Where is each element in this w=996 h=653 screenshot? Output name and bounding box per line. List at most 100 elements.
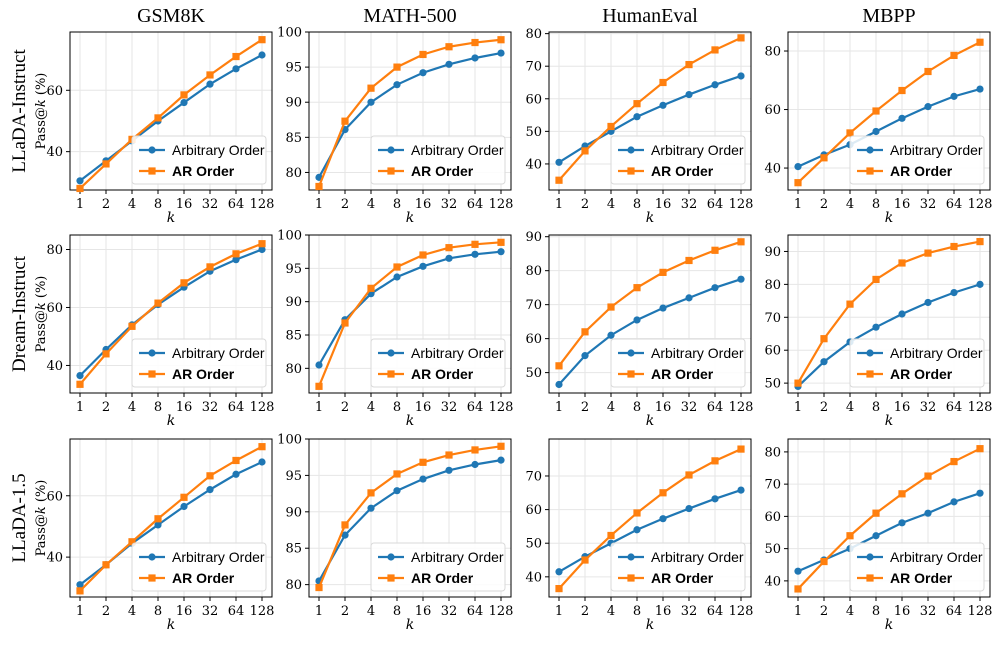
- x-tick-label: 1: [76, 197, 84, 212]
- series-line-arbitrary-order: [318, 51, 502, 178]
- data-point: [846, 300, 854, 308]
- data-point: [950, 51, 958, 60]
- x-tick-label: 64: [467, 400, 484, 415]
- data-point: [206, 486, 214, 494]
- data-point: [581, 352, 589, 360]
- data-point: [898, 519, 906, 527]
- data-point: [258, 245, 266, 254]
- plot-frame: [308, 438, 512, 598]
- data-point: [820, 358, 828, 366]
- x-tick-label: 8: [393, 604, 401, 619]
- data-point: [633, 526, 641, 534]
- y-tick-label: 70: [525, 298, 542, 313]
- legend-label: Arbitrary Order: [651, 142, 744, 158]
- data-point: [180, 98, 188, 107]
- x-tick-label: 128: [250, 400, 275, 415]
- y-tick-label: 50: [525, 125, 542, 140]
- data-point: [393, 81, 401, 89]
- x-axis-label: k: [167, 617, 175, 633]
- x-tick-label: 1: [315, 400, 323, 415]
- data-point: [148, 349, 156, 357]
- data-point: [976, 237, 984, 246]
- x-tick-label: 64: [946, 604, 963, 619]
- y-tick-label: 50: [764, 377, 781, 392]
- legend-label: AR Order: [890, 366, 953, 382]
- column-title: MBPP: [862, 5, 915, 27]
- y-axis-label-part: (%): [34, 480, 49, 507]
- data-point: [555, 568, 563, 576]
- y-tick-label: 100: [277, 433, 302, 448]
- x-tick-label: 8: [154, 400, 162, 415]
- data-point: [497, 238, 505, 246]
- x-tick-label: 1: [555, 197, 563, 212]
- x-tick-label: 4: [367, 400, 375, 415]
- plot-frame: [308, 234, 512, 394]
- data-point: [419, 458, 427, 466]
- data-point: [685, 471, 693, 479]
- x-tick-label: 32: [202, 400, 219, 415]
- x-tick-label: 32: [920, 400, 937, 415]
- data-point: [315, 382, 323, 390]
- y-tick-label: 60: [46, 84, 63, 99]
- x-axis-label: k: [646, 617, 654, 633]
- legend-box: [131, 338, 267, 388]
- data-point: [950, 457, 958, 466]
- x-tick-label: 2: [581, 604, 589, 619]
- x-axis-label: k: [167, 413, 175, 429]
- subplot: 1 2 4 8 16 32 64 128 40 60 k Arbitrary Order AR Orde…: [46, 31, 274, 226]
- data-point: [154, 299, 162, 307]
- x-tick-label: 1: [794, 197, 802, 212]
- legend: Arbitrary Order AR Order: [131, 338, 267, 388]
- data-point: [367, 504, 375, 512]
- data-point: [976, 280, 984, 288]
- x-tick-label: 64: [228, 604, 245, 619]
- data-point: [154, 515, 162, 523]
- data-point: [232, 256, 240, 264]
- y-axis-label-part: Pass@: [34, 310, 49, 352]
- legend-box: [849, 542, 985, 592]
- x-axis-label: k: [885, 210, 893, 226]
- data-point: [607, 331, 615, 339]
- subplot: 1 2 4 8 16 32 64 128 80 85 90 95 100 k Arbitrary Order…: [277, 433, 513, 634]
- legend: Arbitrary Order AR Order: [610, 338, 746, 388]
- x-tick-label: 4: [607, 197, 615, 212]
- data-point: [471, 446, 479, 454]
- series-line-ar-order: [79, 445, 263, 592]
- legend-box: [370, 135, 506, 185]
- data-point: [872, 275, 880, 284]
- legend: Arbitrary Order AR Order: [610, 135, 746, 185]
- y-axis-label-part: k: [34, 506, 49, 514]
- data-point: [872, 127, 880, 136]
- data-point: [633, 284, 641, 292]
- data-point: [924, 298, 932, 307]
- y-tick-label: 40: [764, 162, 781, 177]
- data-point: [924, 103, 932, 111]
- legend-label: AR Order: [651, 570, 714, 586]
- series-line-arbitrary-order: [558, 489, 742, 573]
- x-tick-label: 2: [102, 604, 110, 619]
- x-tick-label: 2: [820, 400, 828, 415]
- data-point: [950, 289, 958, 297]
- y-tick-label: 40: [764, 574, 781, 589]
- plot-frame: [69, 31, 273, 191]
- x-tick-label: 16: [894, 197, 911, 212]
- plot-frame: [308, 31, 512, 191]
- data-point: [737, 34, 745, 42]
- legend-label: AR Order: [411, 570, 474, 586]
- y-tick-label: 40: [46, 551, 63, 566]
- data-point: [872, 509, 880, 517]
- series-line-arbitrary-order: [318, 250, 502, 366]
- legend-box: [849, 338, 985, 388]
- subplot: 1 2 4 8 16 32 64 128 40 60 80 k Arbitrary Order AR Or…: [46, 234, 275, 429]
- data-point: [387, 370, 395, 378]
- plot-frame: [548, 234, 752, 394]
- data-point: [497, 36, 505, 44]
- legend-label: AR Order: [172, 163, 235, 179]
- data-point: [976, 489, 984, 497]
- y-tick-label: 60: [46, 301, 63, 316]
- x-tick-label: 2: [102, 197, 110, 212]
- data-point: [976, 445, 984, 453]
- data-point: [180, 493, 188, 501]
- series-line-ar-order: [79, 38, 263, 190]
- data-point: [794, 585, 802, 593]
